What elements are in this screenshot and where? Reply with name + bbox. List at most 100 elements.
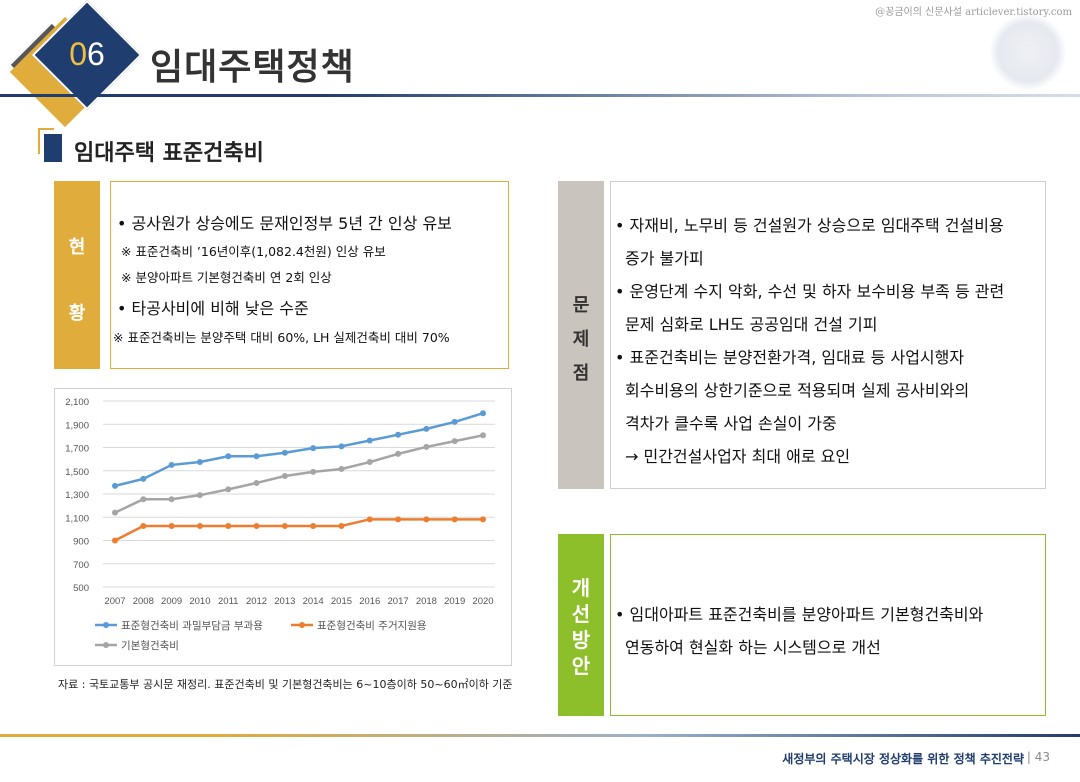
- y-tick-label: 700: [73, 560, 89, 571]
- problem-line: 격차가 클수록 사업 손실이 가중: [625, 414, 837, 433]
- problems-tag: 문 제 점: [558, 181, 604, 489]
- x-tick-label: 2018: [416, 596, 437, 607]
- improvement-box: • 임대아파트 표준건축비를 분양아파트 기본형건축비와 연동하여 현실화 하는…: [610, 534, 1046, 716]
- data-point: [423, 443, 430, 450]
- data-point: [140, 522, 147, 529]
- subtitle-marker-outline: [38, 128, 54, 154]
- y-tick-label: 1,300: [65, 490, 89, 501]
- problems-tag-char: 문: [572, 295, 590, 316]
- x-tick-label: 2017: [388, 596, 409, 607]
- decorative-seal: [990, 14, 1066, 90]
- section-badge: 06: [0, 0, 160, 130]
- data-point: [395, 431, 402, 438]
- section-number: 06: [69, 36, 105, 72]
- status-tag-char: 황: [68, 303, 86, 324]
- x-tick-label: 2013: [274, 596, 295, 607]
- source-note: 자료 : 국토교통부 공시문 재정리. 표준건축비 및 기본형건축비는 6~10…: [58, 678, 513, 691]
- data-point: [395, 450, 402, 457]
- problems-box: • 자재비, 노무비 등 건설원가 상승으로 임대주택 건설비용 증가 불가피 …: [610, 181, 1046, 489]
- x-tick-label: 2008: [133, 596, 154, 607]
- header-divider: [0, 94, 1080, 97]
- data-point: [225, 486, 232, 493]
- y-tick-label: 2,100: [65, 397, 89, 408]
- legend-marker: [103, 642, 109, 648]
- y-tick-label: 500: [73, 583, 89, 594]
- x-tick-label: 2007: [104, 596, 125, 607]
- legend-marker: [299, 622, 305, 628]
- status-tag-char: 현: [68, 237, 86, 258]
- problem-line: • 운영단계 수지 악화, 수선 및 하자 보수비용 부족 등 관련: [615, 282, 1005, 301]
- data-point: [310, 468, 317, 475]
- data-point: [310, 522, 317, 529]
- data-point: [281, 472, 288, 479]
- data-point: [253, 479, 260, 486]
- improvement-line: • 임대아파트 표준건축비를 분양아파트 기본형건축비와: [615, 605, 984, 624]
- data-point: [310, 445, 317, 452]
- status-line: • 타공사비에 비해 낮은 수준: [117, 299, 309, 318]
- data-point: [253, 522, 260, 529]
- subtitle-marker: [44, 134, 62, 162]
- status-box: • 공사원가 상승에도 문재인정부 5년 간 인상 유보 ※ 표준건축비 ’16…: [110, 181, 509, 369]
- problem-line: 문제 심화로 LH도 공공임대 건설 기피: [625, 315, 878, 334]
- data-point: [140, 496, 147, 503]
- legend-marker: [103, 622, 109, 628]
- x-tick-label: 2010: [189, 596, 210, 607]
- legend-label: 기본형건축비: [121, 640, 179, 652]
- legend-label: 표준형건축비 과밀부담금 부과용: [121, 620, 263, 632]
- problems-tag-char: 제: [572, 329, 590, 350]
- improvement-tag-char: 방: [571, 628, 591, 652]
- series-line: [114, 434, 484, 514]
- data-point: [366, 437, 373, 444]
- improvement-tag-char: 개: [571, 576, 591, 600]
- data-point: [480, 516, 486, 523]
- data-point: [395, 516, 402, 523]
- y-tick-label: 900: [73, 537, 89, 548]
- status-line: ※ 표준건축비는 분양주택 대비 60%, LH 실제건축비 대비 70%: [113, 330, 450, 345]
- data-point: [451, 438, 458, 445]
- improvement-line: 연동하여 현실화 하는 시스템으로 개선: [625, 638, 881, 657]
- footer-divider: [0, 734, 1080, 737]
- data-point: [338, 443, 345, 450]
- construction-cost-chart: 500 700 900 1,100 1,300 1,500 1,700 1,900 2,100 2…: [54, 388, 512, 666]
- data-point: [451, 516, 458, 523]
- problem-line: 회수비용의 상한기준으로 적용되며 실제 공사비와의: [625, 381, 970, 400]
- x-tick-label: 2019: [444, 596, 465, 607]
- watermark: @꽁금이의 신문사설 articlever.tistory.com: [875, 7, 1072, 18]
- x-tick-label: 2009: [161, 596, 182, 607]
- data-point: [366, 516, 373, 523]
- data-point: [281, 449, 288, 456]
- data-point: [423, 425, 430, 432]
- problem-line: 증가 불가피: [625, 249, 704, 268]
- data-point: [423, 516, 430, 523]
- status-line: ※ 표준건축비 ’16년이후(1,082.4천원) 인상 유보: [121, 244, 386, 259]
- x-tick-label: 2012: [246, 596, 267, 607]
- series-line: [114, 412, 484, 488]
- data-point: [338, 466, 345, 473]
- status-line: • 공사원가 상승에도 문재인정부 5년 간 인상 유보: [117, 214, 452, 233]
- y-tick-label: 1,100: [65, 513, 89, 524]
- data-point: [281, 522, 288, 529]
- data-point: [338, 522, 345, 529]
- problem-line: → 민간건설사업자 최대 애로 요인: [625, 447, 851, 466]
- problem-line: • 표준건축비는 분양전환가격, 임대료 등 사업시행자: [615, 348, 965, 367]
- improvement-tag: 개 선 방 안: [558, 534, 604, 716]
- section-subtitle: 임대주택 표준건축비: [74, 141, 264, 166]
- y-tick-label: 1,700: [65, 444, 89, 455]
- status-tag: 현 황: [54, 181, 100, 369]
- x-tick-label: 2020: [472, 596, 493, 607]
- data-point: [451, 418, 458, 425]
- y-tick-label: 1,900: [65, 420, 89, 431]
- data-point: [225, 453, 232, 460]
- data-point: [480, 432, 486, 439]
- problem-line: • 자재비, 노무비 등 건설원가 상승으로 임대주택 건설비용: [615, 216, 1004, 235]
- improvement-tag-char: 안: [571, 654, 591, 678]
- y-tick-label: 1,500: [65, 467, 89, 478]
- data-point: [366, 459, 373, 466]
- x-tick-label: 2015: [331, 596, 352, 607]
- data-point: [112, 482, 118, 489]
- data-point: [480, 410, 486, 417]
- improvement-tag-char: 선: [571, 602, 591, 626]
- data-point: [112, 509, 118, 516]
- data-point: [253, 453, 260, 460]
- x-tick-label: 2016: [359, 596, 380, 607]
